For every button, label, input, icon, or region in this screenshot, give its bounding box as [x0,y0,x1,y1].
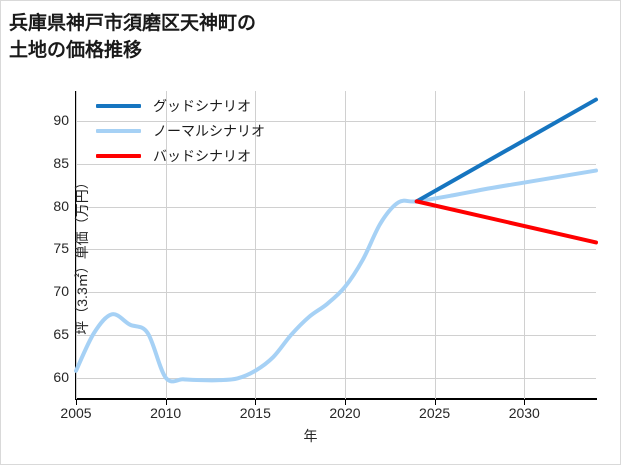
x-tick-label: 2015 [239,405,271,421]
gridline-vertical [166,91,167,399]
x-tick-mark [76,400,77,405]
page-title: 兵庫県神戸市須磨区天神町の 土地の価格推移 [9,13,257,61]
series-line-normal [74,168,598,384]
y-tick-label: 80 [53,197,69,214]
series-line-bad [414,199,598,245]
legend-label: グッドシナリオ [153,97,251,114]
series-layer [74,97,598,384]
gridline-horizontal [76,121,596,122]
plot-area [74,91,598,399]
legend-swatch-icon [96,103,141,108]
gridline-horizontal [76,292,596,293]
legend-item-good-scenario[interactable]: グッドシナリオ [96,93,265,118]
y-axis-tick-labels: 60 65 70 75 80 85 90 [33,1,69,466]
y-tick-label: 60 [53,368,69,385]
y-tick-label: 75 [53,240,69,257]
y-tick-label: 90 [53,111,69,128]
x-axis-line [75,398,597,400]
legend-item-bad-scenario[interactable]: バッドシナリオ [96,143,265,168]
x-tick-mark [434,400,436,405]
x-tick-mark [524,400,526,405]
gridline-vertical [255,91,256,399]
gridline-vertical [435,91,436,399]
series-line-good [414,97,598,204]
gridline-horizontal [76,207,596,208]
x-axis-title: 年 [303,428,318,444]
gridline-vertical [524,91,525,399]
y-tick-label: 65 [53,325,69,342]
gridline-horizontal [76,164,596,165]
y-tick-label: 70 [53,283,69,300]
x-tick-mark [344,400,346,405]
gridline-horizontal [76,378,596,379]
x-tick-label: 2025 [419,405,451,421]
x-tick-label: 2030 [508,405,540,421]
y-tick-label: 85 [53,154,69,171]
x-tick-label: 2010 [150,405,182,421]
x-tick-label: 2005 [60,405,92,421]
legend-label: ノーマルシナリオ [153,122,265,139]
gridline-horizontal [76,335,596,336]
legend-item-normal-scenario[interactable]: ノーマルシナリオ [96,118,265,143]
legend-swatch-icon [96,128,141,133]
x-tick-mark [255,400,257,405]
legend-label: バッドシナリオ [153,147,251,164]
gridline-vertical [76,91,77,399]
gridline-horizontal [76,249,596,250]
x-tick-mark [165,400,167,405]
gridline-vertical [345,91,346,399]
y-axis-title: 坪（3.3㎡）単価（万円） [74,175,90,335]
chart-legend: グッドシナリオ ノーマルシナリオ バッドシナリオ [96,93,265,168]
legend-swatch-icon [96,153,141,158]
x-tick-label: 2020 [329,405,361,421]
